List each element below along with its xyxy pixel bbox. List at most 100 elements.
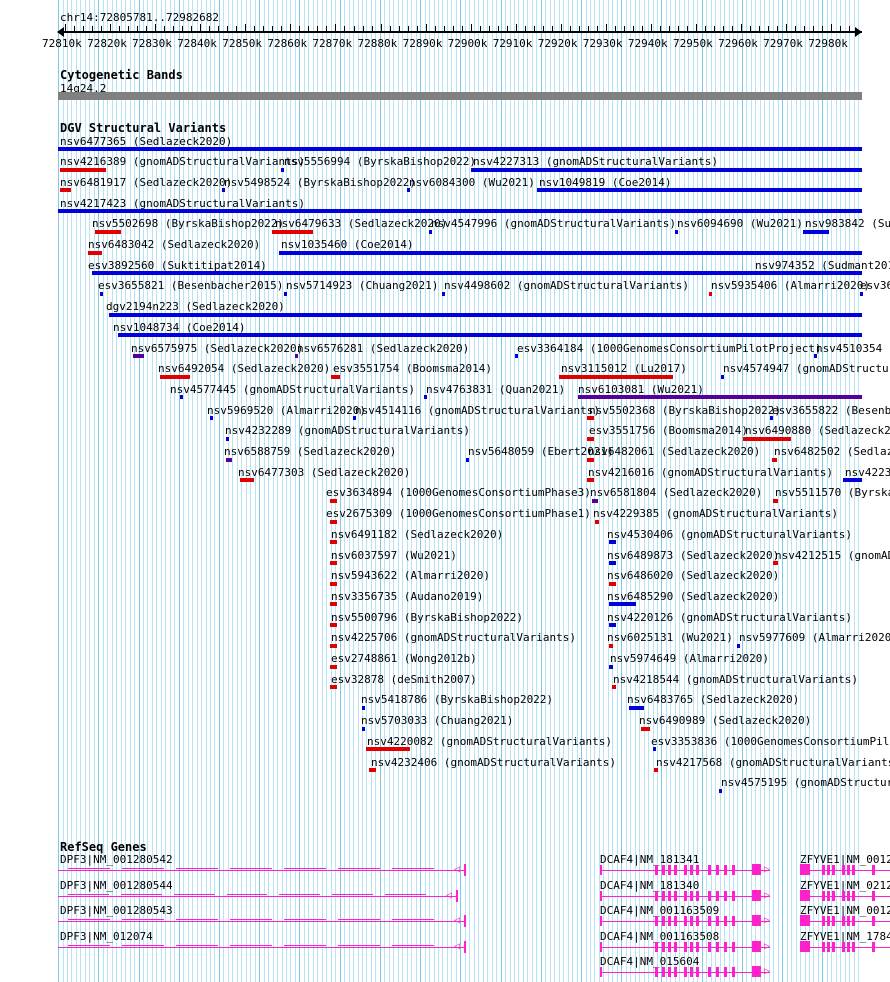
variant-label[interactable]: nsv5502698 (ByrskaBishop2022) <box>92 217 285 231</box>
variant-bar[interactable] <box>330 643 337 648</box>
gene-label[interactable]: DCAF4|NM_015604 <box>600 955 700 968</box>
variant-bar[interactable] <box>58 209 862 214</box>
variant-label[interactable]: nsv6483042 (Sedlazeck2020) <box>88 238 261 251</box>
variant-label[interactable]: nsv6094690 (Wu2021) <box>677 217 803 231</box>
variant-label[interactable]: esv2675309 (1000GenomesConsortiumPhase1) <box>326 507 591 521</box>
variant-bar[interactable] <box>133 354 144 358</box>
variant-bar[interactable] <box>109 312 862 317</box>
variant-label[interactable]: nsv5969520 (Almarri2020) <box>207 403 366 417</box>
variant-label[interactable]: nsv6485290 (Sedlazeck2020) <box>607 589 780 603</box>
variant-label[interactable]: nsv5500796 (ByrskaBishop2022) <box>331 610 524 624</box>
variant-label[interactable]: nsv6492054 (Sedlazeck2020) <box>158 362 331 376</box>
variant-bar[interactable] <box>653 747 656 752</box>
variant-label[interactable]: nsv4577445 (gnomADStructuralVariants) <box>170 382 416 396</box>
variant-label[interactable]: nsv6483765 (Sedlazeck2020) <box>627 693 800 707</box>
variant-label[interactable]: nsv4763831 (Quan2021) <box>426 382 566 396</box>
variant-bar[interactable] <box>240 478 254 483</box>
variant-label[interactable]: nsv5974649 (Almarri2020) <box>610 652 769 665</box>
variant-label[interactable]: esv3655821 (Besenbacher2015) <box>98 279 284 293</box>
variant-bar[interactable] <box>587 416 594 421</box>
variant-bar[interactable] <box>279 250 862 255</box>
variant-bar[interactable] <box>803 229 829 234</box>
variant-label[interactable]: nsv4514116 (gnomADStructuralVariants) <box>355 403 601 417</box>
variant-bar[interactable] <box>330 664 337 669</box>
variant-label[interactable]: nsv4218544 (gnomADStructuralVariants) <box>613 672 859 686</box>
variant-bar[interactable] <box>210 416 213 421</box>
variant-label[interactable]: nsv6581804 (Sedlazeck2020) <box>590 486 763 500</box>
variant-bar[interactable] <box>587 457 594 462</box>
variant-bar[interactable] <box>641 726 650 731</box>
variant-label[interactable]: nsv4229385 (gnomADStructuralVariants) <box>593 507 839 521</box>
variant-label[interactable]: esv32878 (deSmith2007) <box>331 672 477 686</box>
variant-bar[interactable] <box>272 229 313 234</box>
variant-label[interactable]: nsv4220082 (gnomADStructuralVariants) <box>367 734 613 748</box>
variant-bar[interactable] <box>60 188 71 193</box>
variant-label[interactable]: nsv4212515 (gnomADS <box>775 548 890 562</box>
variant-bar[interactable] <box>60 167 106 172</box>
variant-bar[interactable] <box>770 416 773 421</box>
variant-bar[interactable] <box>353 416 356 421</box>
variant-bar[interactable] <box>843 478 862 483</box>
variant-label[interactable]: nsv5498524 (ByrskaBishop2022) <box>224 175 417 189</box>
variant-bar[interactable] <box>442 291 445 296</box>
variant-bar[interactable] <box>654 768 658 772</box>
variant-bar[interactable] <box>366 747 410 752</box>
variant-label[interactable]: esv3551756 (Boomsma2014) <box>589 424 748 438</box>
gene-label[interactable]: DCAF4|NM_001163508 <box>600 929 720 943</box>
variant-label[interactable]: nsv1035460 (Coe2014) <box>281 238 414 251</box>
variant-label[interactable]: nsv6588759 (Sedlazeck2020) <box>224 445 397 458</box>
variant-label[interactable]: nsv4510354 ( <box>816 341 890 355</box>
variant-label[interactable]: nsv6477303 (Sedlazeck2020) <box>238 465 411 479</box>
variant-label[interactable]: esv3353836 (1000GenomesConsortiumPilotPr <box>651 734 890 748</box>
gene-label[interactable]: ZFYVE1|NM_00128 <box>800 853 890 866</box>
variant-bar[interactable] <box>814 354 817 358</box>
variant-bar[interactable] <box>295 354 298 358</box>
variant-bar[interactable] <box>773 498 778 503</box>
variant-label[interactable]: nsv6490989 (Sedlazeck2020) <box>639 714 812 728</box>
variant-label[interactable]: nsv4232289 (gnomADStructuralVariants) <box>225 424 471 438</box>
variant-label[interactable]: nsv5418786 (ByrskaBishop2022) <box>361 693 554 707</box>
variant-bar[interactable] <box>331 374 340 379</box>
variant-label[interactable]: nsv6576281 (Sedlazeck2020) <box>297 341 470 355</box>
variant-label[interactable]: nsv6479633 (Sedlazeck2020) <box>275 217 448 231</box>
variant-bar[interactable] <box>284 291 287 296</box>
gene-label[interactable]: DPF3|NM_001280544 <box>60 878 173 892</box>
variant-label[interactable]: nsv5935406 (Almarri2020) <box>711 279 870 293</box>
variant-bar[interactable] <box>772 457 777 462</box>
variant-bar[interactable] <box>721 374 724 379</box>
variant-label[interactable]: nsv6103081 (Wu2021) <box>578 382 704 396</box>
variant-label[interactable]: nsv6489873 (Sedlazeck2020) <box>607 548 780 562</box>
variant-bar[interactable] <box>629 705 644 710</box>
variant-label[interactable]: esv3892560 (Suktitipat2014) <box>88 258 267 272</box>
variant-label[interactable]: nsv4575195 (gnomADStructural <box>721 776 890 790</box>
variant-label[interactable]: nsv983842 (Sud <box>805 217 890 231</box>
variant-label[interactable]: nsv6490880 (Sedlazeck2020 <box>745 424 890 438</box>
variant-label[interactable]: nsv4227313 (gnomADStructuralVariants) <box>473 155 719 169</box>
variant-bar[interactable] <box>587 478 594 483</box>
variant-bar[interactable] <box>180 395 183 400</box>
variant-bar[interactable] <box>330 561 337 565</box>
variant-bar[interactable] <box>118 333 862 338</box>
variant-label[interactable]: esv3364184 (1000GenomesConsortiumPilotPr… <box>517 341 822 355</box>
variant-bar[interactable] <box>860 291 863 296</box>
variant-label[interactable]: nsv4225706 (gnomADStructuralVariants) <box>331 631 577 645</box>
variant-bar[interactable] <box>609 623 616 628</box>
gene-label[interactable]: DCAF4|NM_001163509 <box>600 904 720 917</box>
variant-label[interactable]: nsv4216389 (gnomADStructuralVariants) <box>60 155 306 169</box>
variant-bar[interactable] <box>609 581 616 586</box>
variant-label[interactable]: nsv5556994 (ByrskaBishop2022) <box>284 155 477 169</box>
variant-bar[interactable] <box>407 188 410 193</box>
variant-label[interactable]: nsv4530406 (gnomADStructuralVariants) <box>607 527 853 541</box>
gene-label[interactable]: ZFYVE1|NM_00128 <box>800 904 890 917</box>
variant-label[interactable]: esv3634894 (1000GenomesConsortiumPhase3) <box>326 486 591 500</box>
variant-bar[interactable] <box>362 726 365 731</box>
variant-bar[interactable] <box>595 519 599 524</box>
variant-label[interactable]: nsv5648059 (Ebert2021) <box>468 445 614 458</box>
variant-label[interactable]: nsv5703033 (Chuang2021) <box>361 714 514 728</box>
variant-bar[interactable] <box>100 291 103 296</box>
variant-bar[interactable] <box>609 561 616 565</box>
variant-label[interactable]: nsv6486020 (Sedlazeck2020) <box>607 569 780 583</box>
variant-label[interactable]: nsv4216016 (gnomADStructuralVariants) <box>588 465 834 479</box>
variant-label[interactable]: esv365 <box>860 279 890 293</box>
variant-label[interactable]: esv3551754 (Boomsma2014) <box>333 362 492 376</box>
